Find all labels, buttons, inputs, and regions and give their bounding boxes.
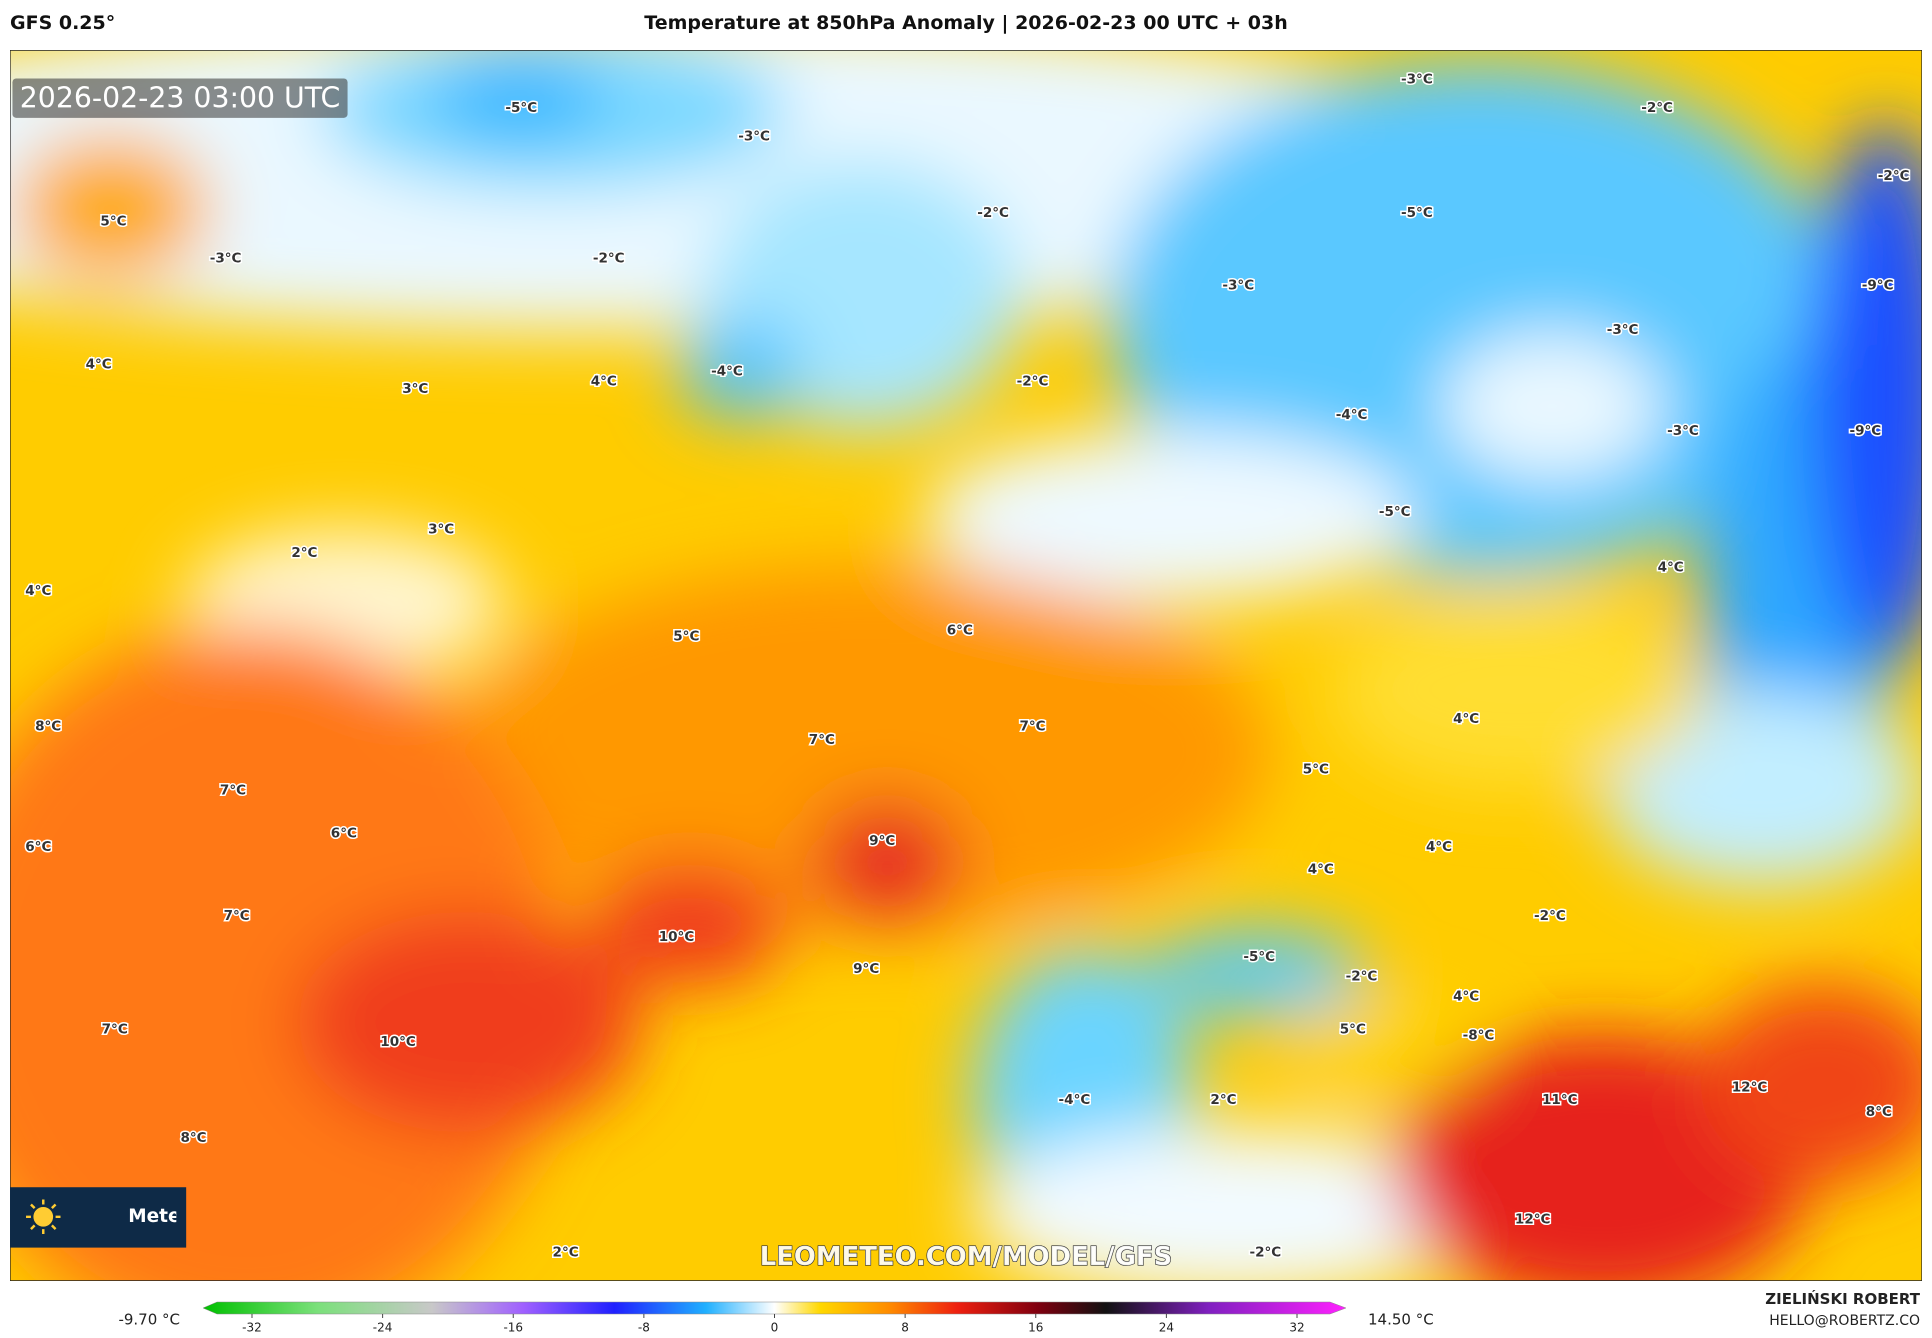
contour-label: -3°C (738, 128, 770, 144)
contour-label: -3°C (1222, 277, 1254, 293)
contour-label: 8°C (1866, 1104, 1892, 1120)
contour-label: -9°C (1849, 423, 1881, 439)
contour-label: -4°C (1336, 407, 1368, 423)
watermark: LEOMETEO.COM/MODEL/GFS (760, 1242, 1172, 1272)
contour-label: -3°C (1667, 423, 1699, 439)
contour-label: -5°C (1243, 949, 1275, 965)
contour-label: 5°C (1303, 762, 1329, 778)
colorbar-tick-label: 32 (1289, 1321, 1304, 1335)
contour-label: -9°C (1862, 277, 1894, 293)
contour-label: -3°C (1401, 72, 1433, 88)
logo-text: Meteo (128, 1206, 193, 1227)
contour-label: 4°C (1308, 861, 1334, 877)
colorbar-tick-label: 16 (1028, 1321, 1043, 1335)
model-name: GFS 0.25° (10, 12, 116, 34)
map-title: Temperature at 850hPa Anomaly | 2026-02-… (644, 12, 1288, 34)
colorbar-tick-label: 24 (1159, 1321, 1174, 1335)
logo-icon (26, 1199, 61, 1235)
contour-label: 12°C (1732, 1079, 1768, 1095)
contour-label: -2°C (1878, 168, 1910, 184)
contour-label: -2°C (1641, 100, 1673, 116)
author: ZIELIŃSKI ROBERT (1765, 1290, 1920, 1308)
contour-label: 4°C (591, 374, 617, 390)
colorbar-tick-label: -8 (638, 1321, 650, 1335)
colorbar-tick-label: -24 (373, 1321, 393, 1335)
contour-label: 10°C (380, 1034, 416, 1050)
timestamp-box (12, 78, 348, 118)
contour-label: 9°C (869, 833, 895, 849)
max-value: 14.50 °C (1368, 1311, 1434, 1329)
contour-label: 2°C (291, 545, 317, 561)
contour-label: 2°C (553, 1245, 579, 1261)
contour-label: 4°C (1453, 988, 1479, 1004)
contour-label: 4°C (1453, 711, 1479, 727)
map-labels: -5°C -3°C 5°C -3°C -2°C -2°C -3°C -2°C -2°C -5°C -… (24, 70, 1911, 1262)
colorbar-tick-label: 8 (901, 1321, 909, 1335)
contour-label: 5°C (100, 213, 126, 229)
colorbar-tick-label: -16 (503, 1321, 523, 1335)
contour-label: 7°C (1019, 718, 1045, 734)
colorbar-tick-label: -32 (242, 1321, 262, 1335)
contour-label: -5°C (505, 100, 537, 116)
contour-label: -2°C (1249, 1245, 1281, 1261)
colorbar-ramp (202, 1301, 1347, 1315)
contour-label: 6°C (947, 622, 973, 638)
colorbar-tick-label: 0 (771, 1321, 779, 1335)
timestamp: 2026-02-23 03:00 UTC (20, 81, 340, 114)
contour-label: 6°C (331, 826, 357, 842)
colorbar: -9.70 °C 14.50 °C -32 -24 -16 -8 0 8 16 24 32 (118, 1301, 1434, 1335)
contour-label: -5°C (1379, 504, 1411, 520)
contour-label: 8°C (180, 1130, 206, 1146)
contour-label: 11°C (1542, 1092, 1578, 1108)
contour-label: 12°C (1515, 1211, 1551, 1227)
contour-label: 8°C (35, 718, 61, 734)
contour-label: -4°C (1059, 1092, 1091, 1108)
contour-label: -2°C (1017, 374, 1049, 390)
contour-label: 9°C (853, 961, 879, 977)
contour-label: 4°C (25, 583, 51, 599)
contour-label: -5°C (1401, 205, 1433, 221)
contour-label: 7°C (224, 908, 250, 924)
contour-label: 7°C (102, 1022, 128, 1038)
contour-label: 4°C (1658, 560, 1684, 576)
contour-label: 6°C (25, 839, 51, 855)
contour-label: -8°C (1463, 1028, 1495, 1044)
contour-label: -3°C (1607, 322, 1639, 338)
map-frame (10, 50, 1922, 1281)
contour-label: 3°C (428, 521, 454, 537)
contour-label: 4°C (86, 356, 112, 372)
contour-label: -2°C (1346, 969, 1378, 985)
contour-label: -2°C (1534, 908, 1566, 924)
min-value: -9.70 °C (118, 1311, 180, 1329)
contour-label: 10°C (659, 929, 695, 945)
contour-label: -3°C (210, 250, 242, 266)
contour-label: 7°C (220, 783, 246, 799)
contour-label: -2°C (593, 250, 625, 266)
email: HELLO@ROBERTZ.CO (1769, 1313, 1920, 1329)
contour-label: 5°C (1340, 1022, 1366, 1038)
contour-label: 7°C (809, 732, 835, 748)
contour-label: 2°C (1210, 1092, 1236, 1108)
temperature-field (10, 50, 1922, 1281)
map: -5°C -3°C 5°C -3°C -2°C -2°C -3°C -2°C -2°C -5°C -… (10, 50, 1922, 1281)
contour-label: 3°C (402, 381, 428, 397)
contour-label: 5°C (673, 629, 699, 645)
contour-label: -4°C (711, 364, 743, 380)
contour-label: 4°C (1426, 839, 1452, 855)
contour-label: -2°C (977, 205, 1009, 221)
